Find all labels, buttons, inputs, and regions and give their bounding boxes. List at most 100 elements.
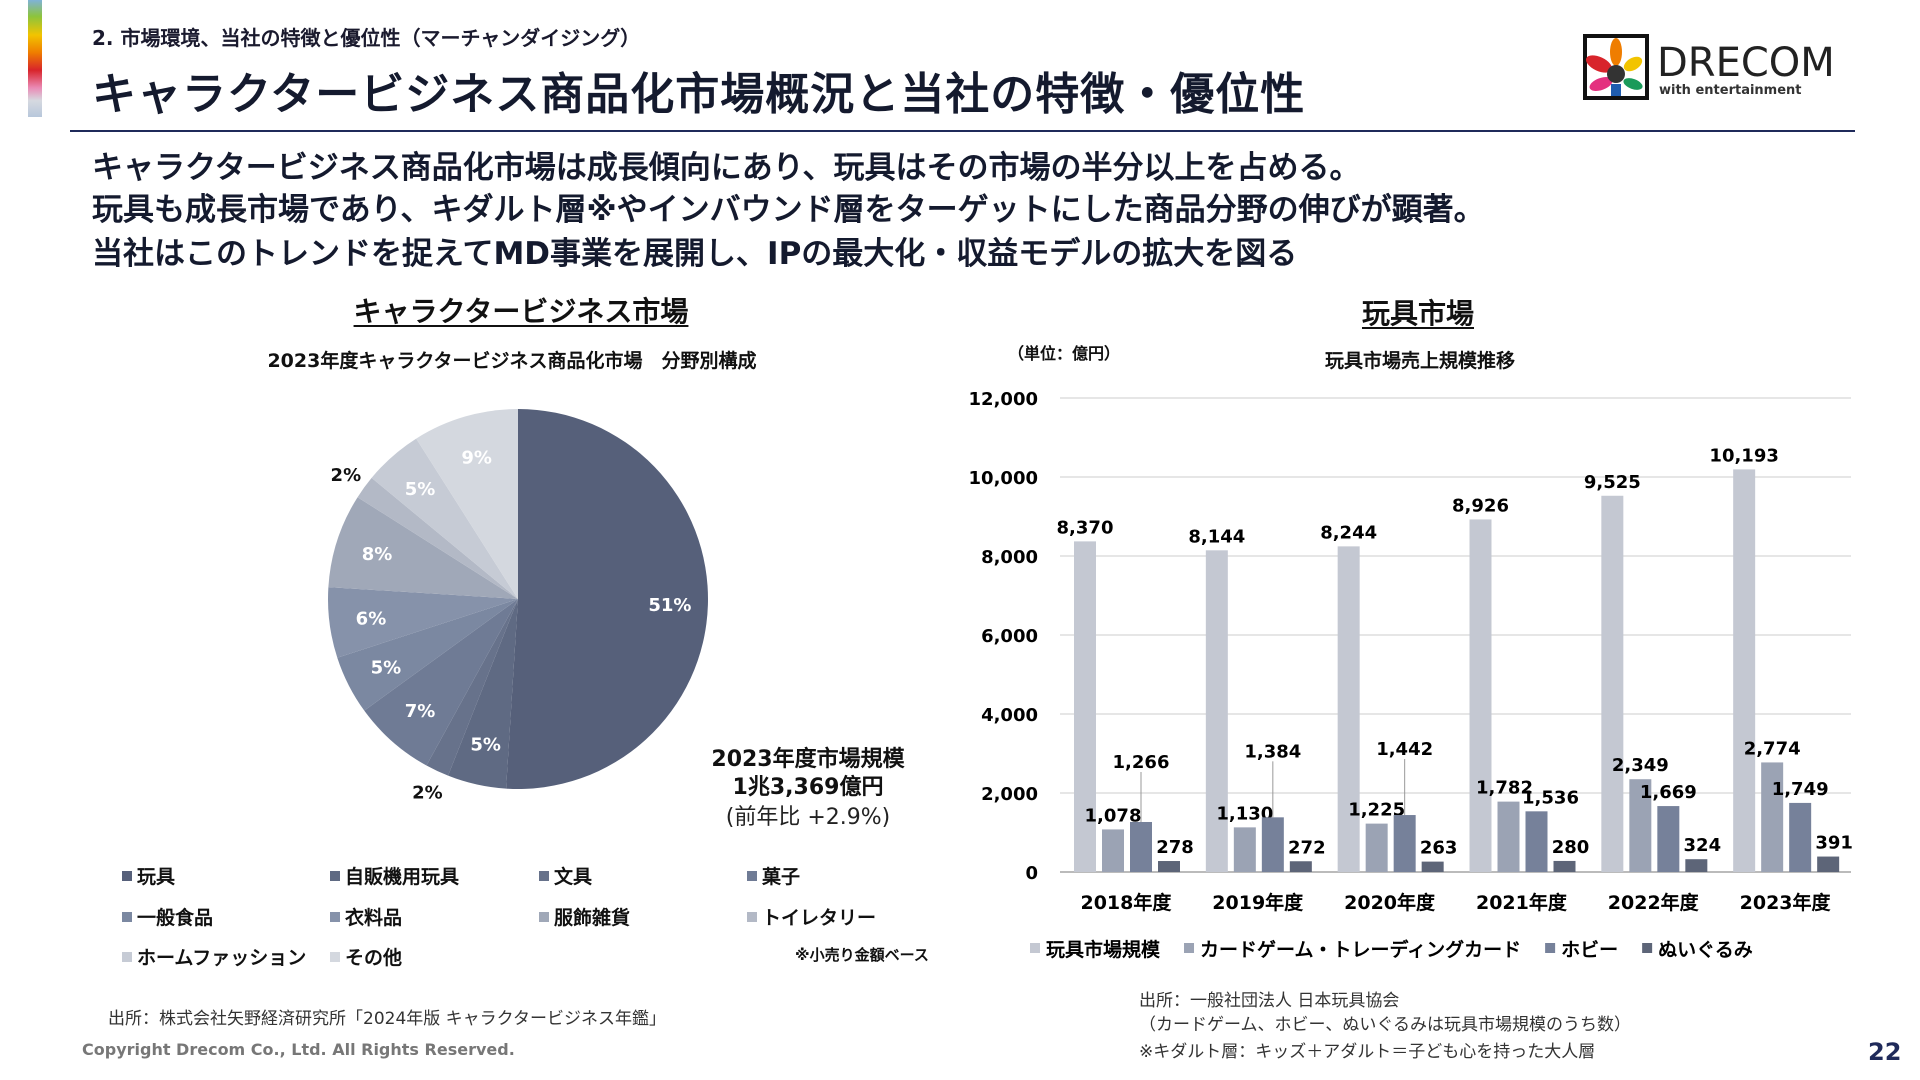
pie-slice-7 (357, 477, 518, 599)
x-tick-label: 2022年度 (1608, 891, 1700, 914)
pie-slice-2 (426, 599, 518, 776)
pie-legend-item: 一般食品 (122, 903, 213, 930)
bar-0-4 (1601, 495, 1624, 872)
logo-wordmark: DRECOM (1657, 40, 1835, 86)
bar-legend-label: ぬいぐるみ (1658, 939, 1753, 961)
summary-line-3: 当社はこのトレンドを捉えてMD事業を展開し、IPの最大化・収益モデルの拡大を図る (92, 236, 1298, 272)
kidult-note: ※キダルト層：キッズ＋アダルト＝子ども心を持った大人層 (1139, 1042, 1596, 1062)
y-tick-label: 12,000 (969, 389, 1038, 410)
bar-0-5 (1733, 469, 1756, 872)
page-number: 22 (1868, 1038, 1902, 1066)
bar-2-1 (1261, 817, 1284, 872)
summary-line-1: キャラクタービジネス商品化市場は成長傾向にあり、玩具はその市場の半分以上を占める… (92, 150, 1361, 186)
pie-label-7: 2% (331, 465, 362, 486)
legend-swatch (747, 911, 757, 922)
pie-label-4: 5% (371, 657, 402, 678)
toy-market-heading: 玩具市場 (1361, 297, 1475, 330)
legend-label: 一般食品 (137, 907, 214, 929)
bar-value-label: 8,926 (1452, 495, 1509, 516)
bar-0-2 (1337, 546, 1360, 872)
bar-2-0 (1130, 821, 1152, 872)
bar-value-label: 391 (1815, 833, 1853, 854)
bar-1-1 (1233, 827, 1256, 872)
bar-value-label: 1,782 (1476, 778, 1533, 799)
bar-value-label: 263 (1420, 838, 1458, 859)
y-tick-label: 4,000 (981, 705, 1038, 726)
bar-3-4 (1685, 859, 1708, 872)
legend-swatch (1545, 943, 1556, 953)
bar-title: 玩具市場売上規模推移 (1324, 350, 1516, 372)
bar-value-label: 2,774 (1744, 738, 1801, 759)
pie-legend-item: 服飾雑貨 (539, 903, 630, 930)
market-size-yoy: (前年比 +2.9%) (725, 805, 891, 830)
bar-legend-label: ホビー (1561, 939, 1618, 961)
bar-0-1 (1205, 550, 1228, 872)
pie-legend-item: ホームファッション (122, 943, 306, 970)
legend-label: 服飾雑貨 (554, 907, 631, 929)
bar-2-5 (1789, 802, 1812, 872)
bar-value-label: 278 (1156, 837, 1194, 858)
legend-label: 文具 (554, 866, 593, 888)
bar-chart: 0 2,000 4,000 6,000 8,000 10,000 12,000 8,370 1,… (969, 389, 1853, 961)
x-tick-label: 2023年度 (1740, 891, 1832, 914)
bar-3-3 (1553, 860, 1576, 872)
y-tick-label: 2,000 (981, 784, 1038, 805)
bar-value-label: 1,266 (1113, 752, 1170, 773)
bar-3-5 (1817, 856, 1840, 872)
bar-legend-label: カードゲーム・トレーディングカード (1200, 938, 1521, 961)
pie-slice-9 (416, 409, 518, 599)
bar-value-label: 8,244 (1320, 522, 1377, 543)
pie-slice-5 (328, 587, 518, 658)
market-size-value: 1兆3,369億円 (732, 775, 884, 800)
bar-value-label: 1,384 (1244, 741, 1301, 762)
legend-label: 自販機用玩具 (345, 866, 460, 888)
bar-2-4 (1657, 806, 1680, 872)
bar-0-0 (1074, 541, 1096, 872)
legend-swatch (122, 870, 132, 881)
bar-3-1 (1289, 861, 1312, 872)
bar-legend-label: 玩具市場規模 (1046, 938, 1161, 961)
pie-legend-item: 菓子 (747, 862, 800, 889)
x-tick-label: 2019年度 (1212, 891, 1304, 914)
pie-label-1: 5% (470, 735, 501, 756)
copyright: Copyright Drecom Co., Ltd. All Rights Re… (82, 1040, 515, 1059)
bar-value-label: 8,370 (1057, 517, 1114, 538)
legend-swatch (1030, 943, 1040, 953)
pie-legend-item: 衣料品 (330, 903, 402, 930)
pie-title: 2023年度キャラクタービジネス商品化市場 分野別構成 (267, 350, 757, 372)
bar-source-1: 出所：一般社団法人 日本玩具協会 (1139, 991, 1400, 1011)
pie-label-3: 7% (405, 701, 436, 722)
bar-value-label: 280 (1552, 837, 1590, 858)
y-tick-label: 10,000 (969, 468, 1038, 489)
bar-value-label: 10,193 (1709, 445, 1778, 466)
x-tick-label: 2021年度 (1476, 891, 1568, 914)
drecom-logo: DRECOM with entertainment (1583, 34, 1855, 100)
bar-0-3 (1469, 519, 1492, 872)
legend-swatch (747, 870, 757, 881)
legend-label: トイレタリー (762, 907, 877, 929)
y-tick-label: 8,000 (981, 547, 1038, 568)
bar-value-label: 1,749 (1772, 779, 1829, 800)
x-tick-label: 2018年度 (1080, 891, 1172, 914)
bar-value-label: 1,130 (1216, 803, 1273, 824)
legend-swatch (539, 911, 549, 922)
bar-value-label: 1,442 (1376, 739, 1433, 760)
legend-label: ホームファッション (137, 947, 307, 969)
retail-basis-note: ※小売り金額ベース (795, 946, 929, 964)
page-title: キャラクタービジネス商品化市場概況と当社の特徴・優位性 (92, 69, 1306, 120)
summary-line-2: 玩具も成長市場であり、キダルト層※やインバウンド層をターゲットにした商品分野の伸… (92, 192, 1485, 228)
bar-value-label: 324 (1684, 835, 1722, 856)
pie-source: 出所：株式会社矢野経済研究所「2024年版 キャラクタービジネス年鑑」 (108, 1009, 666, 1029)
pie-label-6: 8% (362, 544, 393, 565)
pie-slice-0 (506, 409, 708, 789)
bar-3-0 (1158, 861, 1180, 872)
unit-label: （単位：億円） (1008, 344, 1121, 363)
bar-1-3 (1497, 801, 1520, 872)
legend-label: 菓子 (762, 866, 801, 888)
bar-1-0 (1102, 829, 1124, 872)
legend-swatch (1184, 943, 1195, 953)
legend-label: 玩具 (137, 866, 176, 888)
pie-legend-item: 玩具 (122, 862, 175, 889)
legend-swatch (330, 911, 340, 922)
pie-slice-3 (364, 599, 518, 766)
